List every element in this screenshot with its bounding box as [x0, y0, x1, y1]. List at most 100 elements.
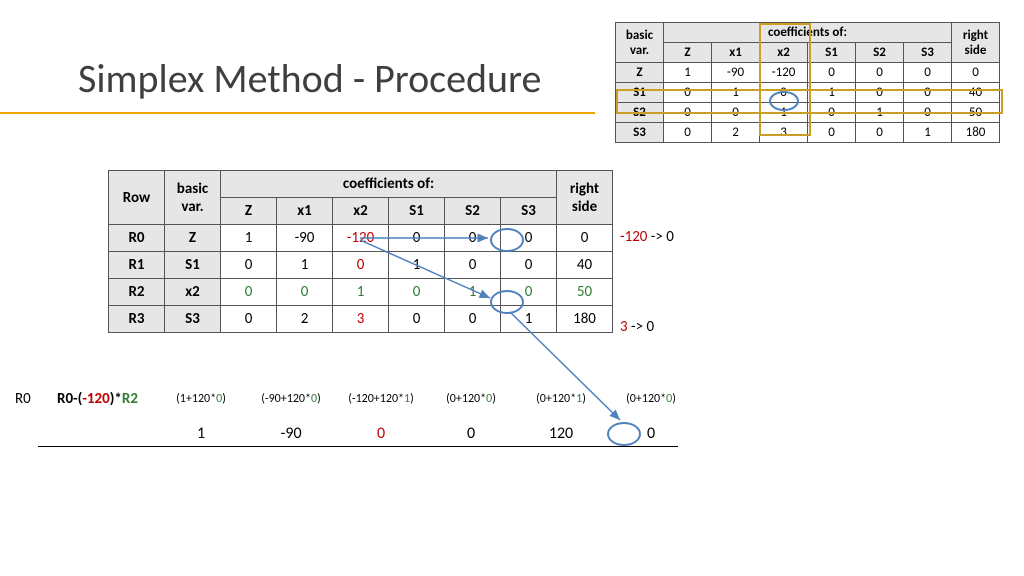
mini-cell: 0 [952, 63, 1000, 83]
big-cell: 0 [501, 252, 557, 279]
mini-cell: 3 [760, 123, 808, 143]
mini-cell: 0 [856, 83, 904, 103]
mini-cell: 40 [952, 83, 1000, 103]
mini-col: S2 [856, 43, 904, 63]
big-cell: 1 [221, 225, 277, 252]
big-cell: 1 [277, 252, 333, 279]
mini-cell: 1 [808, 83, 856, 103]
big-bv: Z [165, 225, 221, 252]
big-tableau: Row basic var. coefficients of: right si… [108, 170, 613, 333]
rowop-result: 1 [160, 424, 242, 443]
mini-cell: 0 [664, 123, 712, 143]
page-title: Simplex Method - Procedure [78, 54, 541, 103]
big-cell: 40 [557, 252, 613, 279]
big-col: S1 [389, 198, 445, 225]
mini-cell: 0 [904, 63, 952, 83]
big-cell: 0 [221, 252, 277, 279]
mini-cell: 0 [856, 123, 904, 143]
mini-cell: -120 [760, 63, 808, 83]
annot-r3-post: -> 0 [628, 318, 654, 336]
rowop-result: -90 [250, 424, 332, 443]
mini-cell: 50 [952, 103, 1000, 123]
mini-cell: 1 [664, 63, 712, 83]
mini-cell: 1 [856, 103, 904, 123]
mini-cell: 2 [712, 123, 760, 143]
big-bv: S3 [165, 306, 221, 333]
mini-cell: 180 [952, 123, 1000, 143]
big-cell: 0 [221, 306, 277, 333]
rowop-result: 0 [430, 424, 512, 443]
big-bv: S1 [165, 252, 221, 279]
slide: Simplex Method - Procedure basic var. co… [0, 0, 1024, 576]
rowop-underline [38, 446, 678, 447]
mini-cell: 0 [712, 103, 760, 123]
big-col: Z [221, 198, 277, 225]
mini-hdr-rhs: right side [952, 23, 1000, 63]
mini-tableau: basic var. coefficients of: right side Z… [615, 22, 1000, 143]
mini-hdr-coeffs: coefficients of: [664, 23, 952, 43]
big-cell: -120 [333, 225, 389, 252]
big-hdr-rhs: right side [557, 171, 613, 225]
big-cell: 0 [501, 225, 557, 252]
mini-bv: Z [616, 63, 664, 83]
rowop-term: (-90+120*0) [250, 392, 332, 406]
rowop-formula-p4: R2 [122, 390, 138, 408]
row-operation: R0 R0-(-120)*R2 (1+120*0) (-90+120*0) (-… [15, 390, 715, 443]
annot-r0-post: -> 0 [647, 228, 673, 246]
mini-col: S3 [904, 43, 952, 63]
rowop-leftlabel: R0 [15, 390, 49, 408]
annot-r3: 3 -> 0 [620, 318, 654, 336]
mini-col: Z [664, 43, 712, 63]
big-hdr-coeffs: coefficients of: [221, 171, 557, 198]
rowop-term: (-120+120*1) [340, 392, 422, 406]
big-cell: 0 [445, 306, 501, 333]
big-rowlabel: R0 [109, 225, 165, 252]
mini-cell: 1 [760, 103, 808, 123]
annot-r0: -120 -> 0 [620, 228, 674, 246]
big-cell: 0 [333, 252, 389, 279]
rowop-term: (1+120*0) [160, 392, 242, 406]
big-cell: 1 [501, 306, 557, 333]
mini-col: x2 [760, 43, 808, 63]
mini-cell: 0 [808, 123, 856, 143]
big-cell: 0 [221, 279, 277, 306]
big-cell: 2 [277, 306, 333, 333]
mini-cell: 0 [808, 103, 856, 123]
mini-cell: 0 [664, 103, 712, 123]
big-col: S2 [445, 198, 501, 225]
rowop-term: (0+120*0) [430, 392, 512, 406]
mini-bv: S2 [616, 103, 664, 123]
big-hdr-row: Row [109, 171, 165, 225]
mini-cell: 0 [664, 83, 712, 103]
rowop-result: 0 [340, 424, 422, 443]
big-cell: -90 [277, 225, 333, 252]
big-cell: 0 [389, 225, 445, 252]
big-hdr-basicvar: basic var. [165, 171, 221, 225]
rowop-result: 0 [610, 424, 692, 443]
big-cell: 0 [445, 225, 501, 252]
mini-cell: 0 [904, 83, 952, 103]
big-cell: 0 [557, 225, 613, 252]
mini-hdr-basicvar: basic var. [616, 23, 664, 63]
big-cell: 1 [445, 279, 501, 306]
big-cell: 0 [389, 279, 445, 306]
rowop-formula-p3: )* [110, 390, 122, 408]
mini-cell: 1 [712, 83, 760, 103]
big-rowlabel: R3 [109, 306, 165, 333]
title-underline [0, 112, 595, 114]
big-cell: 0 [445, 252, 501, 279]
mini-col: x1 [712, 43, 760, 63]
big-col: x1 [277, 198, 333, 225]
big-cell: 1 [333, 279, 389, 306]
big-col: x2 [333, 198, 389, 225]
mini-cell: 0 [904, 103, 952, 123]
mini-bv: S1 [616, 83, 664, 103]
big-bv: x2 [165, 279, 221, 306]
big-col: S3 [501, 198, 557, 225]
mini-cell: 0 [856, 63, 904, 83]
mini-cell: 1 [904, 123, 952, 143]
rowop-formula-p2: -120 [82, 390, 109, 408]
big-cell: 0 [389, 306, 445, 333]
mini-cell: 0 [760, 83, 808, 103]
rowop-result: 120 [520, 424, 602, 443]
